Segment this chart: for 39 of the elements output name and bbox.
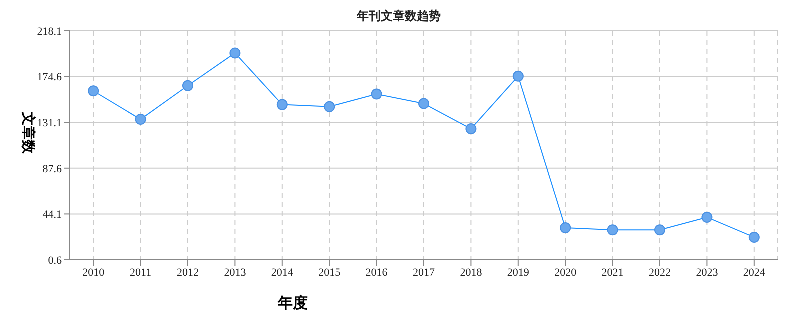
y-tick-label: 44.1 xyxy=(42,209,62,222)
y-tick-label: 174.6 xyxy=(37,72,62,84)
x-tick-label: 2011 xyxy=(130,266,152,279)
x-tick-label: 2017 xyxy=(413,266,436,279)
point xyxy=(276,99,288,110)
x-tick-label: 2019 xyxy=(507,266,530,279)
y-tick-label: 218.1 xyxy=(37,26,62,38)
x-tick-label: 2018 xyxy=(460,266,483,279)
point xyxy=(748,232,760,243)
y-tick-label: 131.1 xyxy=(37,118,62,130)
x-tick-label: 2024 xyxy=(743,266,766,279)
x-tick-label: 2013 xyxy=(224,266,247,279)
point xyxy=(182,80,194,92)
point xyxy=(371,88,382,100)
point xyxy=(88,86,100,97)
x-tick-label: 2014 xyxy=(271,266,294,279)
x-tick-label: 2020 xyxy=(554,266,578,279)
point xyxy=(512,70,524,82)
point xyxy=(607,224,618,236)
y-axis-title: 文章数 xyxy=(20,111,37,155)
point xyxy=(654,224,666,236)
chart-title: 年刊文章数趋势 xyxy=(356,8,442,25)
y-tick-label: 87.6 xyxy=(42,163,62,176)
x-tick-label: 2021 xyxy=(602,266,624,279)
x-tick-label: 2016 xyxy=(366,266,388,279)
x-tick-label: 2022 xyxy=(649,266,671,279)
x-axis-title: 年度 xyxy=(278,294,308,313)
x-tick-label: 2010 xyxy=(82,266,106,279)
x-tick-label: 2012 xyxy=(177,266,199,279)
point xyxy=(466,124,477,135)
point xyxy=(230,48,241,59)
point xyxy=(418,98,430,110)
point xyxy=(135,114,146,126)
x-tick-label: 2023 xyxy=(696,266,719,279)
x-tick-label: 2015 xyxy=(318,266,342,279)
point xyxy=(324,101,336,112)
point xyxy=(560,222,572,234)
y-tick-label: 0.6 xyxy=(48,254,62,267)
point xyxy=(702,212,713,223)
